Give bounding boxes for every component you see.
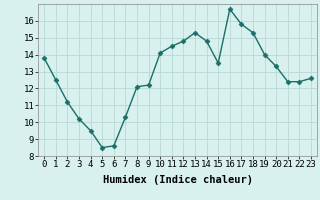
X-axis label: Humidex (Indice chaleur): Humidex (Indice chaleur) (103, 175, 252, 185)
